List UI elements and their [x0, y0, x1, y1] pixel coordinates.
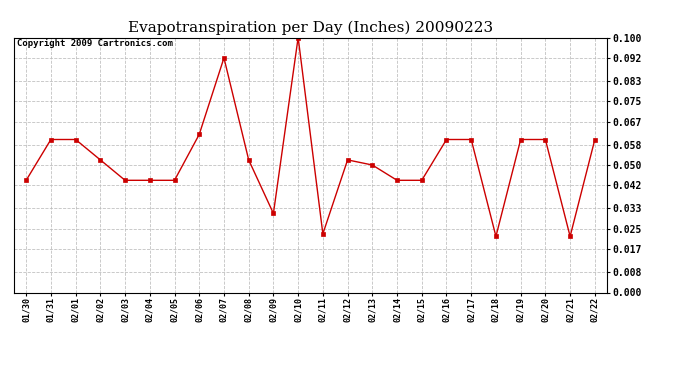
- Title: Evapotranspiration per Day (Inches) 20090223: Evapotranspiration per Day (Inches) 2009…: [128, 21, 493, 35]
- Text: Copyright 2009 Cartronics.com: Copyright 2009 Cartronics.com: [17, 39, 172, 48]
